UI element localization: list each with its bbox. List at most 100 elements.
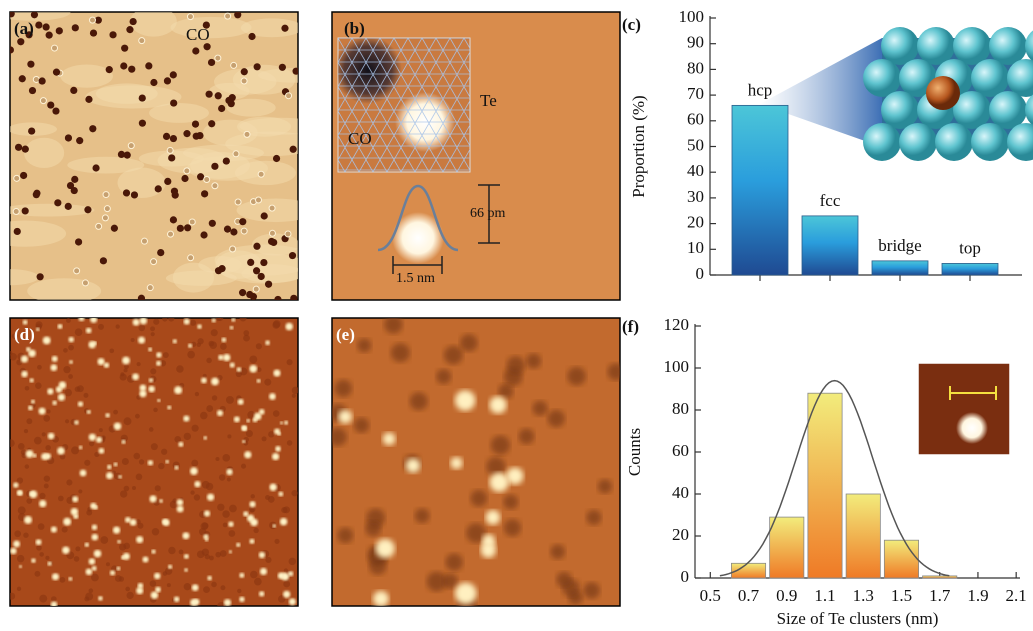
te-cluster (92, 525, 97, 530)
te-cluster (218, 355, 223, 360)
texture (219, 474, 225, 480)
substrate-atom (881, 27, 919, 65)
te-cluster (139, 390, 146, 397)
texture (137, 362, 141, 366)
te-cluster (87, 410, 91, 414)
y-tick-label: 20 (672, 525, 689, 544)
texture (124, 364, 129, 369)
te-cluster (104, 362, 109, 367)
texture (24, 429, 28, 433)
co-molecule (46, 32, 53, 39)
texture (268, 431, 274, 437)
te-cluster (94, 550, 102, 558)
adatom (102, 215, 108, 221)
panel-label: (b) (344, 19, 365, 38)
adatom (204, 177, 210, 183)
adatom (82, 280, 88, 286)
te-cluster (257, 379, 261, 383)
te-cluster (177, 505, 184, 512)
x-axis-label: Size of Te clusters (nm) (777, 609, 939, 628)
y-tick-label: 90 (687, 33, 704, 52)
te-cluster (58, 394, 65, 401)
te-cluster (62, 546, 70, 554)
substrate-atom (935, 123, 973, 161)
texture (138, 325, 145, 332)
terrace (96, 83, 158, 103)
co-molecule (281, 25, 288, 32)
co-molecule (261, 212, 268, 219)
texture (167, 583, 171, 587)
adatom (147, 285, 153, 291)
te-cluster (207, 576, 212, 581)
te-cluster (269, 393, 276, 400)
co-molecule (218, 105, 225, 112)
te-cluster (373, 591, 389, 607)
texture (133, 453, 140, 460)
adatom (13, 209, 19, 215)
texture (131, 338, 135, 342)
texture (74, 556, 80, 562)
atom-model (863, 27, 1033, 161)
te-cluster (39, 500, 46, 507)
adatom (215, 55, 221, 61)
te-cluster (272, 453, 279, 460)
co-molecule (139, 120, 146, 127)
co-molecule (445, 553, 462, 570)
te-cluster (132, 373, 139, 380)
texture (7, 439, 15, 447)
te-cluster (21, 371, 27, 377)
te-cluster (149, 378, 153, 382)
co-molecule (532, 401, 547, 416)
substrate-atom (917, 27, 955, 65)
texture (35, 382, 42, 389)
te-cluster (178, 442, 183, 447)
te-cluster (156, 352, 161, 357)
co-molecule (218, 265, 225, 272)
texture (206, 358, 212, 364)
co-molecule (208, 59, 215, 66)
adatom (233, 151, 239, 157)
substrate-atom (971, 59, 1009, 97)
te-cluster (260, 568, 267, 575)
panel-label: (c) (622, 15, 641, 34)
te-cluster (39, 408, 46, 415)
te-cluster (47, 388, 53, 394)
y-tick-label: 0 (696, 264, 705, 283)
co-molecule (123, 189, 130, 196)
adatom (255, 197, 261, 203)
texture (203, 586, 210, 593)
te-cluster (167, 406, 171, 410)
co-molecule (208, 120, 215, 127)
texture (132, 486, 136, 490)
co-molecule (70, 87, 77, 94)
co-molecule (22, 207, 29, 214)
te-cluster (190, 467, 198, 475)
te-cluster (78, 401, 83, 406)
te-cluster (481, 542, 496, 557)
te-cluster (117, 567, 121, 571)
te-cluster (173, 339, 177, 343)
co-molecule (273, 155, 280, 162)
cluster (956, 412, 988, 444)
bar (732, 105, 788, 275)
te-cluster (123, 553, 130, 560)
co-molecule (76, 137, 83, 144)
te-cluster (133, 319, 140, 326)
co-molecule (106, 66, 113, 73)
y-tick-label: 30 (687, 187, 704, 206)
te-cluster (90, 316, 97, 323)
te-cluster (140, 317, 147, 324)
adatom (258, 171, 264, 177)
te-cluster (455, 390, 476, 411)
texture (190, 320, 196, 326)
texture (71, 446, 79, 454)
co-molecule (369, 557, 387, 575)
te-cluster (174, 386, 182, 394)
adatom (14, 175, 20, 181)
texture (240, 315, 247, 322)
co-molecule (17, 38, 24, 45)
te-cluster (69, 337, 74, 342)
texture (250, 508, 254, 512)
texture (179, 550, 184, 555)
texture (26, 498, 32, 504)
